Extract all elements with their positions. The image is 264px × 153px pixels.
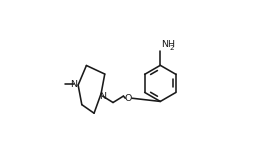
Text: N: N (99, 92, 106, 101)
Text: NH: NH (162, 40, 176, 49)
Text: O: O (125, 94, 132, 103)
Text: N: N (70, 80, 77, 89)
Text: 2: 2 (169, 45, 174, 51)
